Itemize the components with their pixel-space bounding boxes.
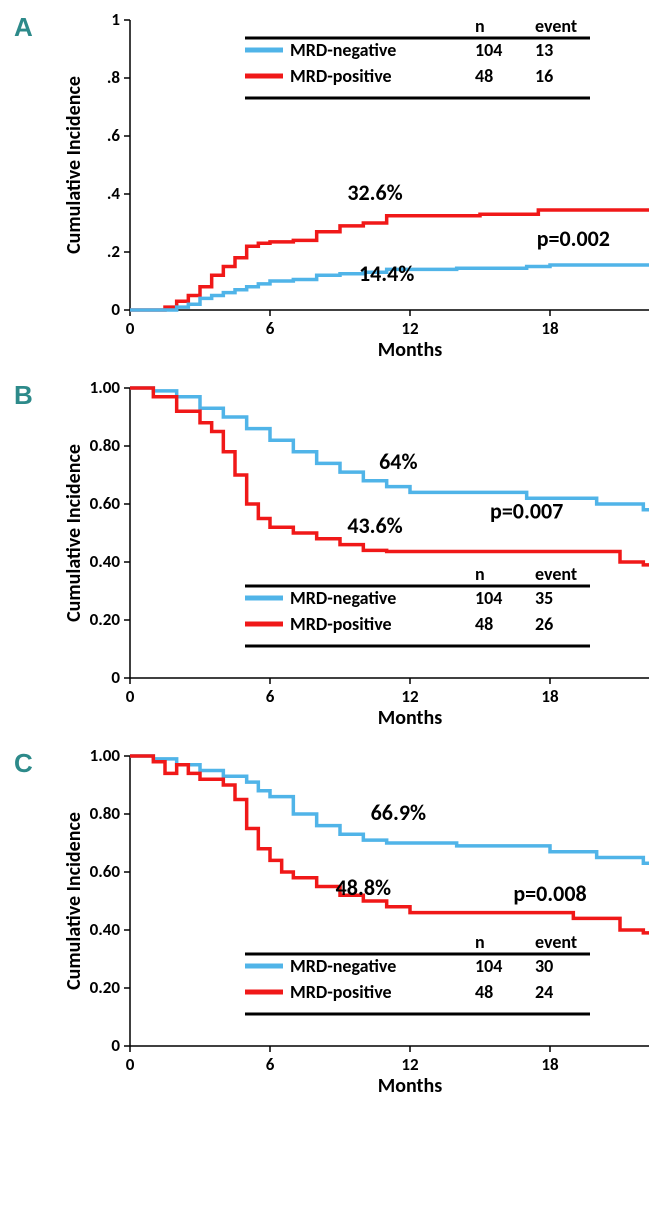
x-tick-label: 6	[266, 686, 275, 707]
legend-header-event: event	[535, 931, 577, 953]
legend-label: MRD-positive	[290, 981, 392, 1003]
y-tick-label: 0.40	[90, 551, 121, 572]
y-tick-label: 1	[111, 10, 120, 30]
legend-header-event: event	[535, 563, 577, 585]
panel-label: A	[14, 12, 33, 43]
p-value-label: p=0.007	[490, 498, 563, 525]
y-tick-label: 0	[111, 299, 120, 320]
x-tick-label: 0	[126, 686, 135, 707]
y-tick-label: .8	[107, 67, 121, 88]
annotation-label: 66.9%	[371, 799, 426, 826]
y-tick-label: 0.80	[90, 803, 121, 824]
y-axis-title: Cumulative Incidence	[62, 76, 86, 254]
y-tick-label: 0.80	[90, 435, 121, 456]
p-value-label: p=0.008	[513, 880, 586, 907]
p-value-label: p=0.002	[537, 225, 610, 252]
chart-C: 0 0.20 0.40 0.60 0.80 1.00 0 6 12 18 24 Cumulative …	[60, 746, 649, 1106]
y-tick-label: 0.40	[90, 919, 121, 940]
x-tick-label: 0	[126, 1054, 135, 1075]
legend-label: MRD-negative	[290, 39, 396, 61]
x-axis-title: Months	[378, 1074, 442, 1098]
annotation-label: 14.4%	[359, 260, 414, 287]
legend-n: 48	[475, 613, 493, 635]
annotation-label: 43.6%	[347, 512, 402, 539]
y-tick-label: 0.60	[90, 861, 121, 882]
legend-event: 35	[535, 587, 553, 609]
annotation-label: 64%	[379, 448, 417, 475]
y-axis-title: Cumulative Incidence	[62, 444, 86, 622]
legend-label: MRD-negative	[290, 587, 396, 609]
panel-label: B	[14, 380, 33, 411]
legend-n: 48	[475, 65, 493, 87]
legend-event: 30	[535, 955, 553, 977]
legend-n: 104	[475, 39, 502, 61]
x-tick-label: 0	[126, 318, 135, 339]
y-tick-label: .4	[107, 183, 121, 204]
x-axis-title: Months	[378, 706, 442, 730]
x-tick-label: 6	[266, 318, 275, 339]
x-tick-label: 12	[401, 1054, 419, 1075]
x-tick-label: 6	[266, 1054, 275, 1075]
legend-n: 104	[475, 955, 502, 977]
legend-event: 26	[535, 613, 553, 635]
y-tick-label: 1.00	[90, 378, 121, 398]
annotation-label: 32.6%	[347, 179, 402, 206]
legend-event: 16	[535, 65, 553, 87]
legend-label: MRD-negative	[290, 955, 396, 977]
legend-event: 24	[535, 981, 553, 1003]
legend-label: MRD-positive	[290, 65, 392, 87]
legend-header-event: event	[535, 15, 577, 37]
y-tick-label: 0	[111, 667, 120, 688]
y-tick-label: .2	[107, 241, 121, 262]
y-tick-label: .6	[107, 125, 121, 146]
legend-event: 13	[535, 39, 553, 61]
legend-header-n: n	[475, 15, 485, 37]
chart-A: 0.2.4.6.8106121824Cumulative IncidenceMo…	[60, 10, 649, 370]
x-axis-title: Months	[378, 338, 442, 362]
y-tick-label: 1.00	[90, 746, 121, 766]
x-tick-label: 12	[401, 318, 419, 339]
legend-n: 104	[475, 587, 502, 609]
panel-B: B00.200.400.600.801.0006121824Cumulative…	[10, 378, 649, 738]
annotation-label: 48.8%	[336, 874, 391, 901]
x-tick-label: 18	[541, 686, 559, 707]
x-tick-label: 18	[541, 1054, 559, 1075]
panel-A: A0.2.4.6.8106121824Cumulative IncidenceM…	[10, 10, 649, 370]
x-tick-label: 18	[541, 318, 559, 339]
panel-C: C 0 0.20 0.40 0.60 0.80 1.00 0 6 12 18 24 Cumulative…	[10, 746, 649, 1106]
legend-n: 48	[475, 981, 493, 1003]
y-tick-label: 0.20	[90, 977, 121, 998]
legend-header-n: n	[475, 931, 485, 953]
y-tick-label: 0	[111, 1035, 120, 1056]
x-tick-label: 12	[401, 686, 419, 707]
y-axis-title: Cumulative Incidence	[62, 812, 86, 990]
legend-header-n: n	[475, 563, 485, 585]
panel-label: C	[14, 748, 33, 779]
y-tick-label: 0.60	[90, 493, 121, 514]
legend-label: MRD-positive	[290, 613, 392, 635]
chart-B: 00.200.400.600.801.0006121824Cumulative …	[60, 378, 649, 738]
y-tick-label: 0.20	[90, 609, 121, 630]
